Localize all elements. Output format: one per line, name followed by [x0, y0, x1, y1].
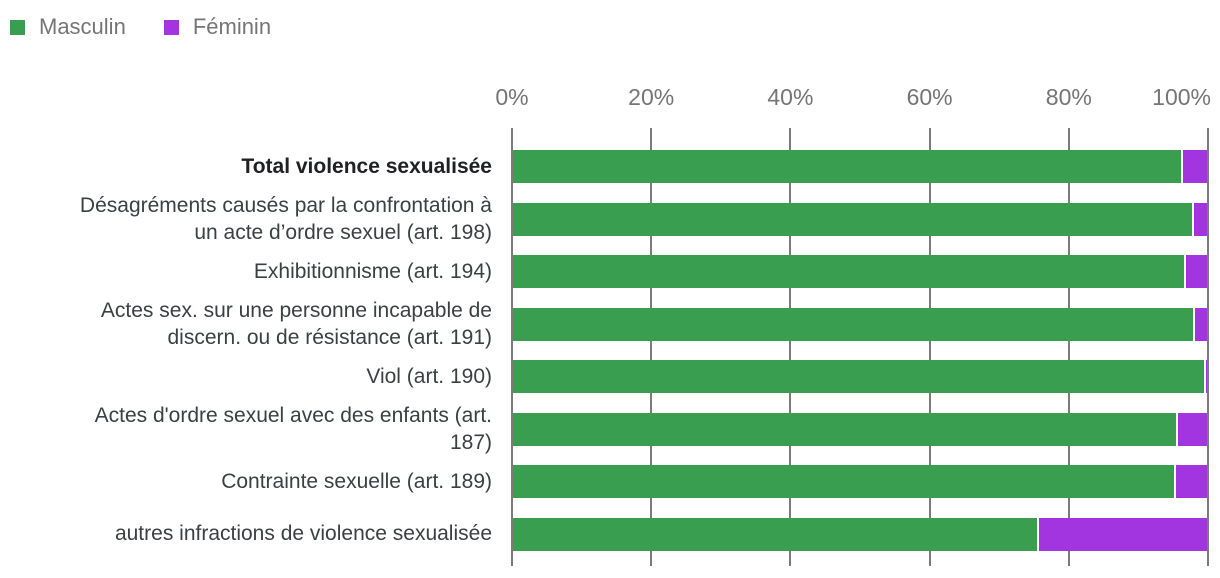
bar-row: [513, 307, 1209, 341]
category-label: autres infractions de violence sexualisé…: [6, 520, 492, 547]
bar-segment-masculin[interactable]: [513, 202, 1192, 236]
category-label: Exhibitionnisme (art. 194): [6, 258, 492, 285]
x-axis-tick-label: 80%: [1045, 84, 1092, 110]
x-axis-tick-label: 40%: [767, 84, 814, 110]
bar-row: [513, 465, 1209, 499]
bar-segment-feminin[interactable]: [1204, 360, 1209, 394]
category-label-line: Exhibitionnisme (art. 194): [253, 259, 492, 283]
bar-row: [513, 517, 1209, 551]
bar-segment-feminin[interactable]: [1192, 307, 1209, 341]
legend-item-masculin: Masculin: [10, 14, 126, 40]
bar-segment-masculin[interactable]: [513, 360, 1205, 394]
category-label: Total violence sexualisée: [6, 153, 492, 180]
gridline: [928, 128, 931, 566]
bar-segment-masculin[interactable]: [513, 255, 1184, 289]
category-label-line: Désagréments causés par la confrontation…: [79, 193, 492, 217]
x-axis-tick-label: 20%: [628, 84, 675, 110]
bar-segment-masculin[interactable]: [513, 150, 1182, 183]
category-label-line: autres infractions de violence sexualisé…: [114, 522, 492, 546]
gridline: [1207, 128, 1209, 566]
category-label: Contrainte sexuelle (art. 189): [6, 468, 492, 495]
bar-row: [513, 150, 1209, 183]
bar-segment-feminin[interactable]: [1175, 412, 1209, 446]
category-label-line: Contrainte sexuelle (art. 189): [221, 469, 492, 493]
bar-segment-feminin[interactable]: [1183, 255, 1209, 289]
legend-label-feminin: Féminin: [192, 14, 272, 39]
category-label: Désagréments causés par la confrontation…: [6, 192, 492, 246]
category-label-line: Actes sex. sur une personne incapable de: [100, 298, 492, 322]
bar-row: [513, 360, 1209, 394]
bar-segment-feminin[interactable]: [1037, 517, 1209, 551]
category-label-line: 187): [449, 430, 492, 454]
bar-segment-feminin[interactable]: [1191, 202, 1209, 236]
legend: Masculin Féminin: [10, 14, 271, 40]
category-label: Viol (art. 190): [6, 363, 492, 390]
gridline: [789, 128, 792, 566]
feminin-swatch-icon: [163, 19, 179, 35]
category-label-line: discern. ou de résistance (art. 191): [167, 325, 493, 349]
bar-row: [513, 412, 1209, 446]
gridline: [650, 128, 653, 566]
gridline: [511, 128, 513, 566]
bar-segment-masculin[interactable]: [513, 517, 1038, 551]
legend-label-masculin: Masculin: [39, 14, 126, 39]
bar-row: [513, 255, 1209, 289]
legend-item-feminin: Féminin: [163, 14, 272, 40]
category-label-line: un acte d’ordre sexuel (art. 198): [194, 220, 492, 244]
category-label: Actes d'ordre sexuel avec des enfants (a…: [6, 402, 492, 456]
bar-row: [513, 202, 1209, 236]
bar-segment-masculin[interactable]: [513, 412, 1176, 446]
bar-segment-masculin[interactable]: [513, 465, 1174, 499]
category-label-line: Viol (art. 190): [366, 364, 492, 388]
bar-segment-feminin[interactable]: [1181, 150, 1209, 183]
category-label-line: Actes d'ordre sexuel avec des enfants (a…: [94, 403, 492, 427]
gridline: [1067, 128, 1070, 566]
bar-segment-masculin[interactable]: [513, 307, 1193, 341]
bar-segment-feminin[interactable]: [1173, 465, 1209, 499]
x-axis-tick-label: 0%: [495, 84, 529, 110]
category-label-line: Total violence sexualisée: [241, 154, 492, 178]
category-label: Actes sex. sur une personne incapable de…: [6, 297, 492, 351]
x-axis-tick-label: 60%: [906, 84, 953, 110]
x-axis-tick-label: 100%: [1152, 84, 1211, 110]
masculin-swatch-icon: [10, 19, 25, 35]
